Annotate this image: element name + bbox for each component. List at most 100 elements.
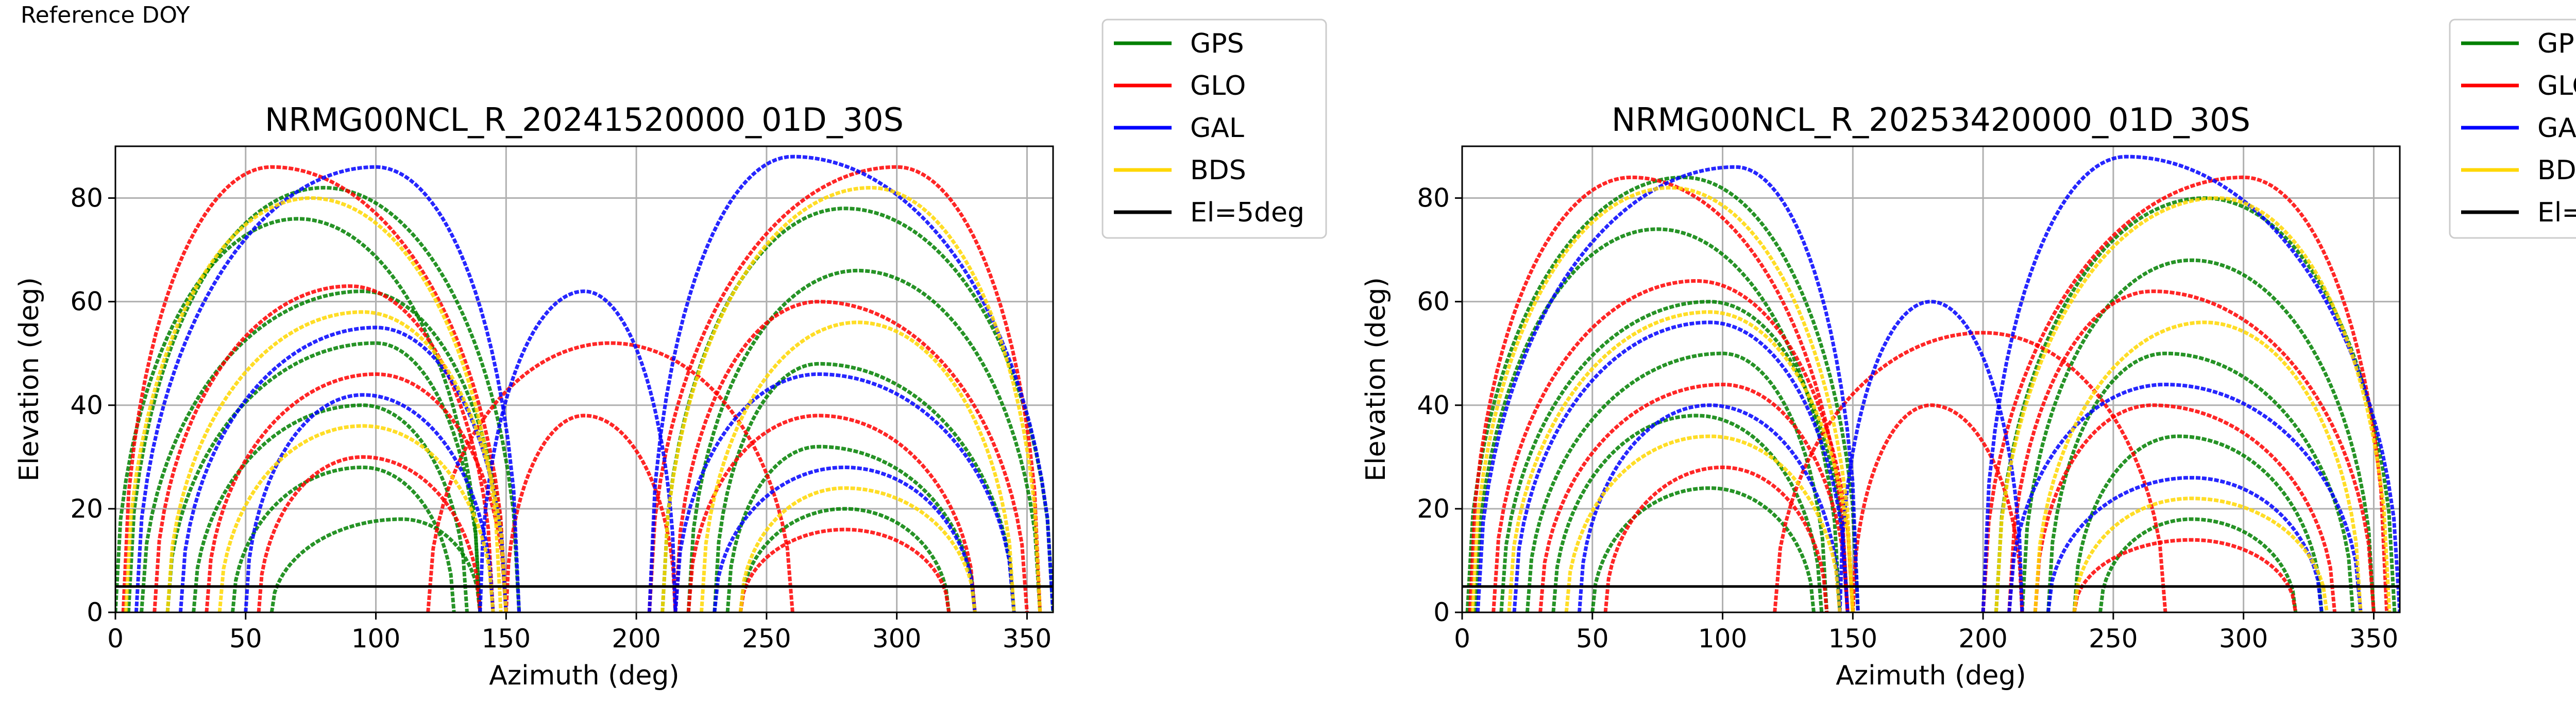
track-gps: [231, 465, 456, 612]
legend-entry: GPS: [2537, 28, 2576, 59]
plot-frame: [114, 145, 1054, 613]
track-glo: [1981, 175, 2389, 612]
legend-entry: GLO: [1190, 71, 1246, 101]
track-glo: [504, 414, 677, 612]
track-glo: [121, 165, 508, 612]
track-gps: [1499, 300, 1850, 612]
y-tick-label: 40: [70, 390, 103, 420]
y-tick-label: 0: [1433, 597, 1450, 627]
track-glo: [1773, 331, 2167, 612]
track-gps: [165, 341, 482, 612]
track-gps: [686, 268, 1042, 612]
legend-entry: GAL: [2537, 113, 2576, 144]
track-glo: [686, 414, 977, 612]
x-tick-label: 50: [1576, 624, 1609, 654]
legend-entry: BDS: [1190, 155, 1246, 186]
x-tick-label: 300: [2219, 624, 2268, 654]
y-tick-label: 60: [1417, 287, 1450, 317]
track-gal: [713, 465, 977, 612]
track-bds: [2033, 320, 2363, 612]
x-tick-label: 300: [872, 624, 921, 654]
track-bds: [165, 310, 508, 612]
x-tick-label: 100: [1698, 624, 1747, 654]
track-gal: [134, 165, 521, 612]
track-gal: [2007, 383, 2363, 612]
x-tick-label: 250: [742, 624, 791, 654]
track-bds: [1994, 196, 2392, 612]
track-gal: [1981, 155, 2400, 612]
y-axis-label: Elevation (deg): [14, 277, 45, 482]
track-glo: [152, 284, 495, 612]
tracks-group: [115, 155, 1053, 612]
legend-entry: El=5deg: [2537, 197, 2576, 228]
track-glo: [1851, 403, 2024, 612]
track-gps: [725, 444, 977, 612]
track-glo: [1538, 383, 1850, 612]
track-gal: [478, 289, 677, 612]
track-bds: [1564, 434, 1842, 612]
track-bds: [217, 424, 495, 612]
track-gal: [673, 372, 1016, 612]
chart-title: NRMG00NCL_R_20241520000_01D_30S: [265, 101, 904, 139]
track-gal: [1512, 320, 1850, 612]
legend-entry: El=5deg: [1190, 197, 1304, 228]
x-tick-label: 250: [2089, 624, 2138, 654]
track-glo: [673, 300, 1029, 612]
x-tick-label: 0: [107, 624, 124, 654]
track-bds: [700, 320, 1016, 612]
track-gal: [244, 393, 495, 612]
track-bds: [738, 486, 977, 612]
chart-title: NRMG00NCL_R_20253420000_01D_30S: [1612, 101, 2250, 139]
x-tick-label: 150: [1828, 624, 1877, 654]
chart-panel-left: 0 50 100 150 200 250 300 350 0 20 40 60 80 NRMG00NCL_…: [14, 19, 1327, 691]
x-tick-label: 350: [1003, 624, 1052, 654]
track-gal: [647, 155, 1053, 612]
x-tick-label: 100: [351, 624, 400, 654]
track-bds: [124, 196, 503, 612]
y-tick-label: 60: [70, 287, 103, 317]
legend-entry: GPS: [1190, 28, 1244, 59]
track-gps: [1551, 414, 1824, 612]
x-tick-label: 150: [482, 624, 531, 654]
x-tick-label: 200: [1958, 624, 2007, 654]
legend-box: [1101, 19, 1327, 239]
track-gps: [126, 185, 521, 612]
track-gps: [738, 507, 951, 612]
y-tick-label: 0: [87, 597, 103, 627]
legend-entry: GAL: [1190, 113, 1244, 144]
track-bds: [1507, 310, 1855, 612]
x-tick-label: 0: [1454, 624, 1470, 654]
track-glo: [1468, 175, 1850, 612]
legend: GPS GLO GAL BDS El=5deg: [1101, 19, 1327, 239]
track-gps: [2072, 434, 2324, 612]
track-gps: [269, 517, 482, 612]
legend: GPS GLO GAL BDS El=5deg: [2449, 19, 2576, 239]
track-glo: [1492, 279, 1855, 612]
track-bds: [2072, 496, 2329, 612]
x-tick-label: 200: [612, 624, 660, 654]
legend-entry: GLO: [2537, 71, 2576, 101]
chart-panel-right: 0 50 100 150 200 250 300 350 0 20 40 60 80 NRMG00NCL_…: [1361, 19, 2576, 691]
plot-frame: [1461, 145, 2401, 613]
track-bds: [660, 185, 1042, 612]
y-tick-label: 20: [70, 494, 103, 524]
y-tick-label: 80: [70, 183, 103, 213]
y-tick-label: 80: [1417, 183, 1450, 213]
track-gal: [1838, 300, 2024, 612]
track-gps: [2046, 351, 2355, 612]
x-axis-label: Azimuth (deg): [1836, 660, 2026, 691]
y-tick-label: 40: [1417, 390, 1450, 420]
track-bds: [1470, 185, 1855, 612]
track-glo: [2072, 538, 2298, 612]
x-tick-label: 50: [229, 624, 262, 654]
tracks-group: [1465, 155, 2400, 612]
y-axis-label: Elevation (deg): [1361, 277, 1392, 482]
track-glo: [2007, 289, 2376, 612]
track-gps: [713, 362, 1016, 612]
track-glo: [2033, 403, 2337, 612]
x-axis-label: Azimuth (deg): [489, 660, 679, 691]
legend-entry: BDS: [2537, 155, 2576, 186]
track-glo: [205, 372, 508, 612]
y-tick-label: 20: [1417, 494, 1450, 524]
